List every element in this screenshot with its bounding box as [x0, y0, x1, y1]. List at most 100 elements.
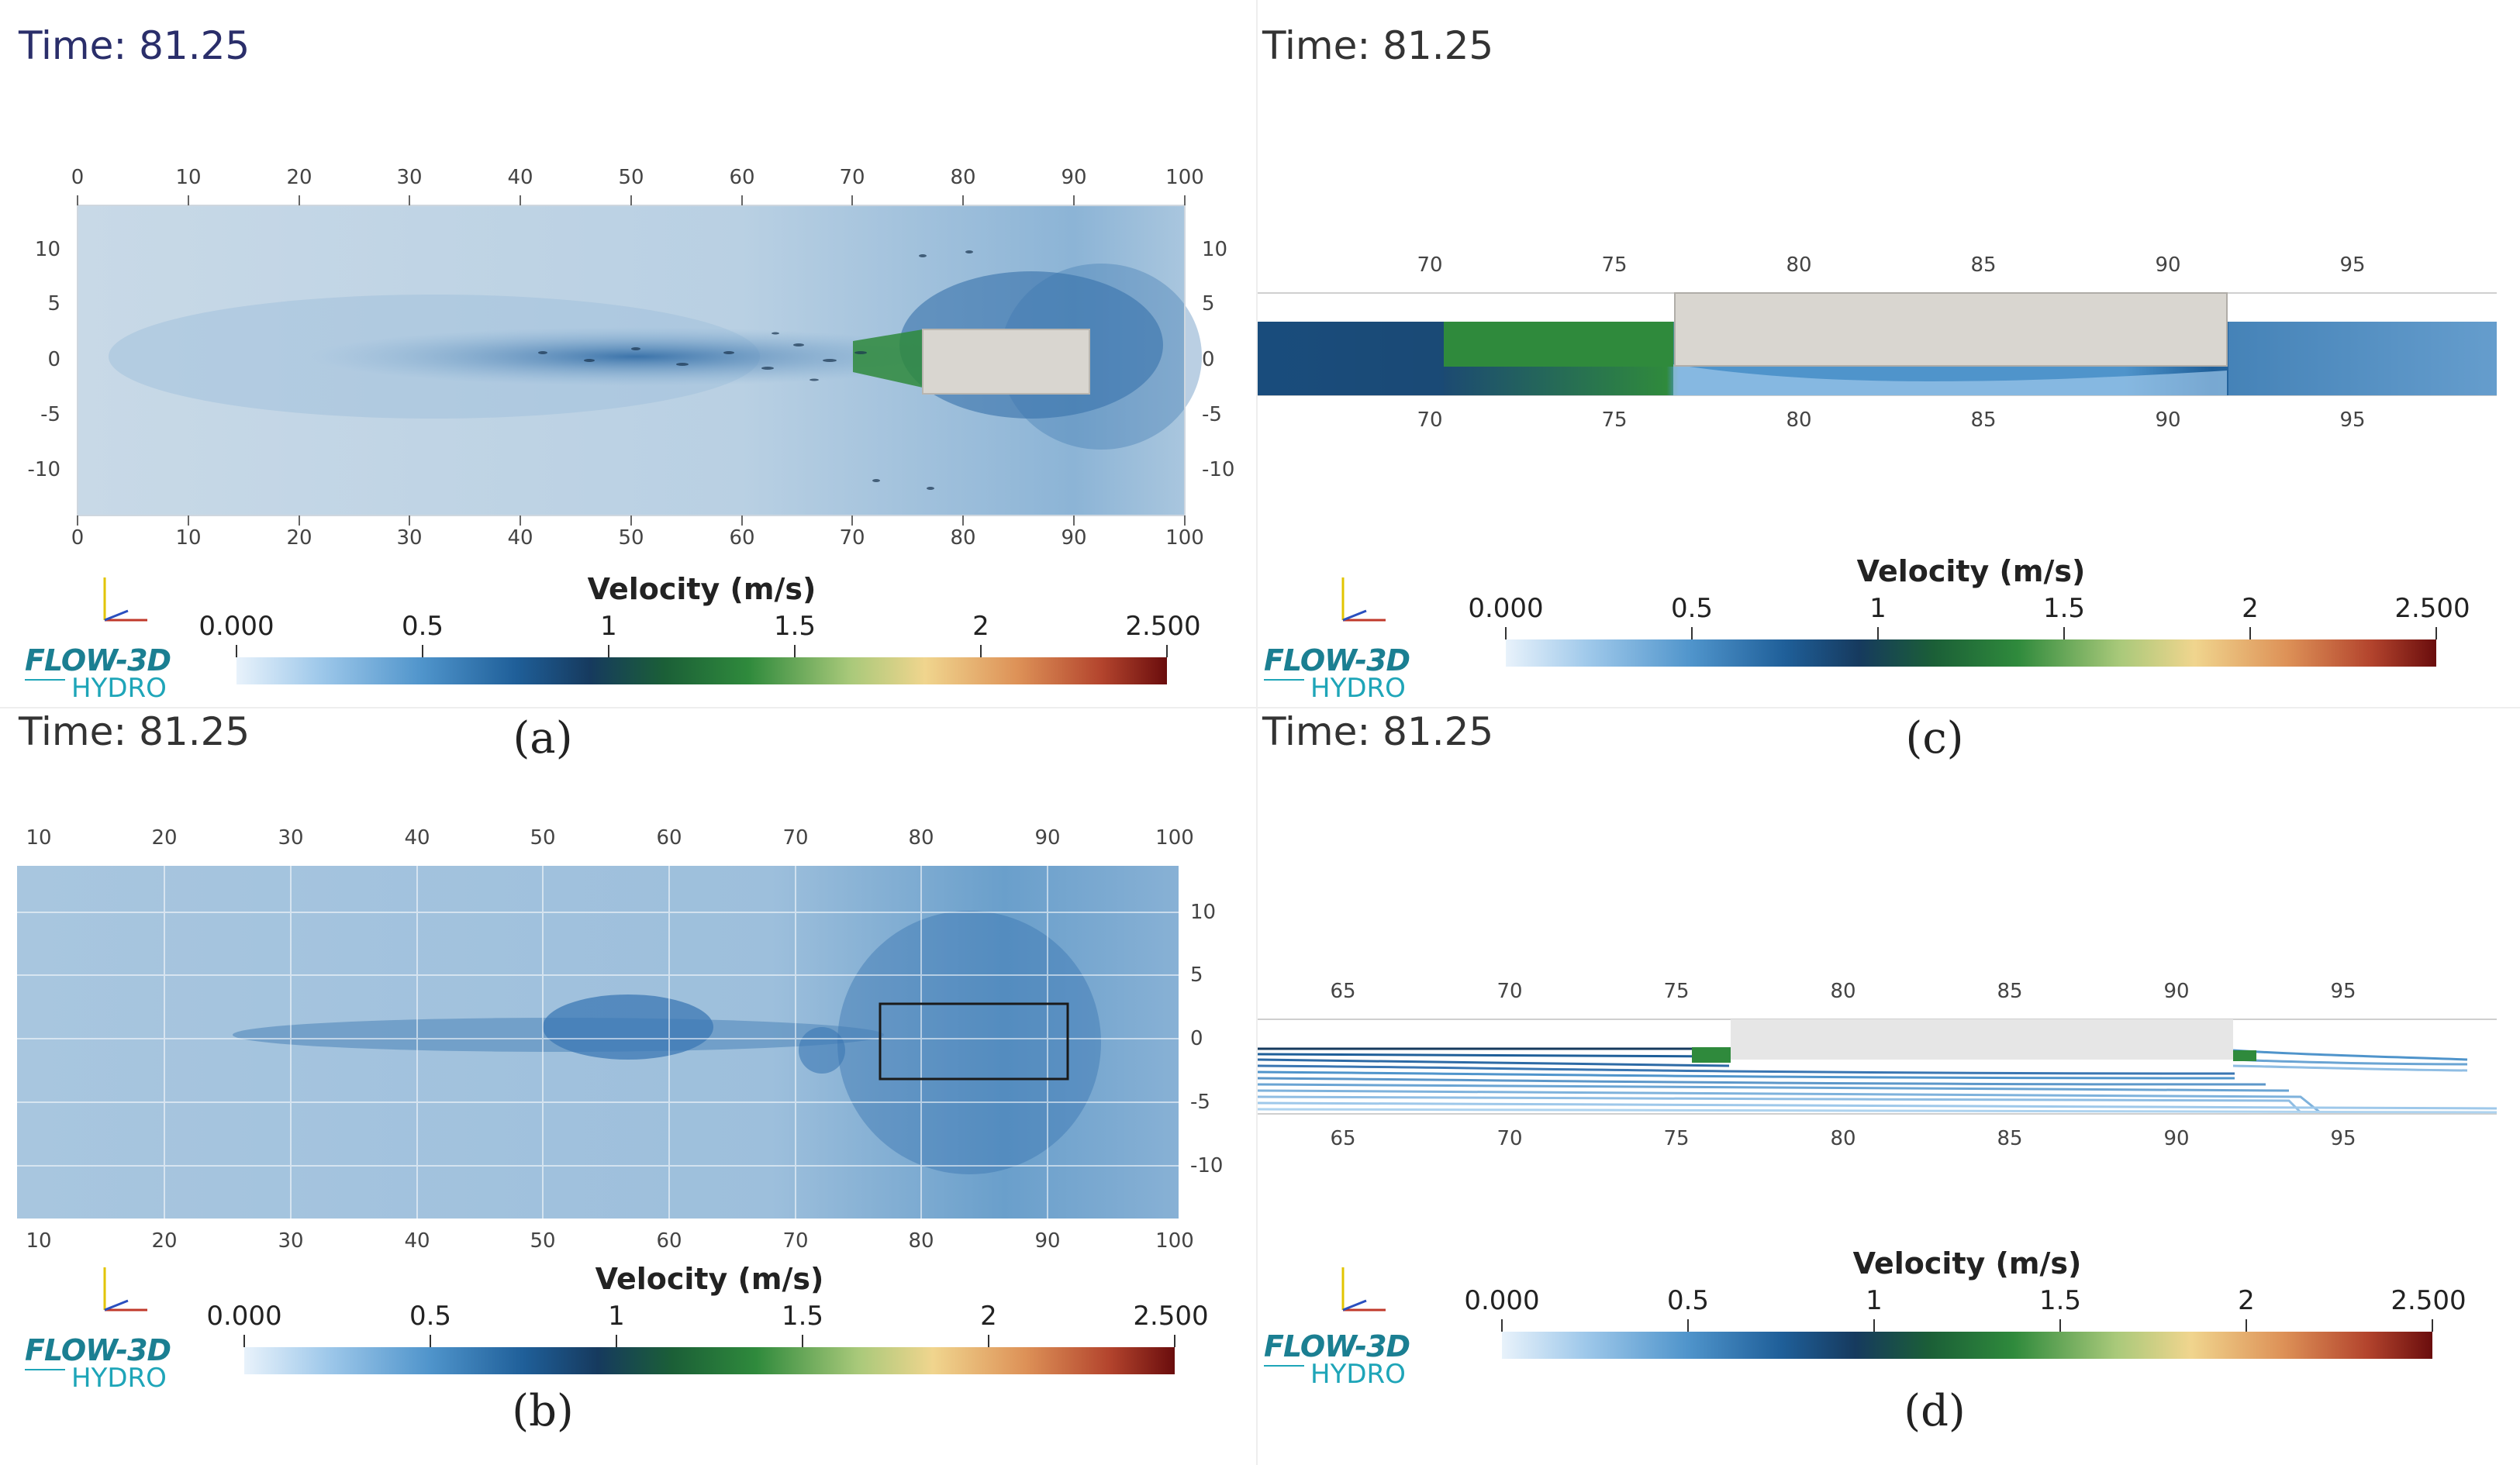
- x-tick-bottom: 90: [2155, 408, 2180, 432]
- colorbar-tick: 1: [608, 1301, 625, 1332]
- x-tick-bottom: 90: [2163, 1127, 2189, 1150]
- x-tick-bottom: 70: [782, 1229, 808, 1253]
- axes-triad-icon: [103, 577, 147, 622]
- x-tick-top: 70: [839, 166, 865, 189]
- x-tick-top: 80: [1786, 253, 1811, 277]
- colorbar-tick: 2: [2242, 593, 2259, 624]
- x-tick-top: 60: [729, 166, 754, 189]
- x-tick-bottom: 30: [278, 1229, 303, 1253]
- time-label: Time: 81.25: [1262, 709, 1494, 754]
- colorbar-tick: 2.500: [2394, 593, 2470, 624]
- logo-line1: FLOW-3D: [1264, 1329, 1410, 1363]
- x-tick-bottom: 65: [1330, 1127, 1355, 1150]
- colorbar-tick: 0.000: [198, 611, 274, 642]
- colorbar-title: Velocity (m/s): [587, 572, 816, 606]
- colorbar-tick: 2: [972, 611, 989, 642]
- colorbar-tick: 0.000: [206, 1301, 282, 1332]
- x-tick-top: 75: [1601, 253, 1627, 277]
- axes-triad-icon: [1341, 577, 1386, 622]
- x-tick-top: 60: [656, 826, 682, 850]
- colorbar-tick: 2: [2238, 1285, 2255, 1316]
- x-tick-bottom: 70: [1417, 408, 1442, 432]
- x-tick-bottom: 60: [729, 526, 754, 550]
- y-tick-right: 0: [1190, 1027, 1203, 1050]
- x-tick-bottom: 10: [26, 1229, 51, 1253]
- x-tick-bottom: 90: [1061, 526, 1086, 550]
- logo-line2: HYDRO: [1310, 673, 1406, 704]
- x-tick-top: 0: [71, 166, 85, 189]
- colorbar-tick: 1.5: [2042, 593, 2086, 624]
- flow3d-logo: FLOW-3D HYDRO: [1264, 643, 1410, 704]
- y-tick-right: -5: [1202, 403, 1222, 426]
- y-tick-right: 10: [1202, 238, 1227, 261]
- y-tick-left: 0: [47, 348, 60, 371]
- x-tick-bottom: 20: [286, 526, 312, 550]
- x-tick-top: 50: [618, 166, 644, 189]
- x-tick-bottom: 80: [950, 526, 975, 550]
- logo-line2: HYDRO: [71, 1363, 167, 1394]
- x-tick-bottom: 100: [1155, 1229, 1194, 1253]
- panel-caption-a: (a): [513, 713, 573, 764]
- panel-c: Time: 81.25 70 75 80 85 90 95: [1258, 0, 2520, 707]
- logo-line1: FLOW-3D: [1264, 643, 1410, 677]
- x-tick-top: 30: [396, 166, 422, 189]
- x-tick-top: 20: [151, 826, 177, 850]
- colorbar-tick: 2.500: [2391, 1285, 2466, 1316]
- colorbar: [1502, 1332, 2432, 1359]
- x-tick-top: 70: [782, 826, 808, 850]
- y-tick-left: -5: [40, 403, 60, 426]
- y-tick-right: 10: [1190, 901, 1216, 924]
- panel-b: Time: 81.25 10 20 30 40 50 60 70: [0, 709, 1256, 1465]
- x-tick-bottom: 40: [404, 1229, 430, 1253]
- colorbar: [244, 1347, 1175, 1374]
- axes-triad-icon: [1341, 1267, 1386, 1312]
- colorbar-title: Velocity (m/s): [595, 1262, 824, 1296]
- colorbar-tick: 2.500: [1125, 611, 1201, 642]
- x-tick-bottom: 75: [1601, 408, 1627, 432]
- x-tick-top: 95: [2339, 253, 2365, 277]
- y-tick-right: 5: [1202, 292, 1215, 315]
- horizontal-divider: [0, 707, 2520, 708]
- x-tick-bottom: 50: [530, 1229, 555, 1253]
- colorbar-tick: 0.000: [1464, 1285, 1540, 1316]
- colorbar-title: Velocity (m/s): [1852, 1246, 2082, 1281]
- colorbar-tick: 1.5: [781, 1301, 824, 1332]
- x-tick-bottom: 70: [1496, 1127, 1522, 1150]
- x-tick-top: 95: [2330, 980, 2356, 1003]
- flow3d-logo: FLOW-3D HYDRO: [1264, 1329, 1410, 1390]
- logo-line2: HYDRO: [1310, 1359, 1406, 1390]
- time-label: Time: 81.25: [1262, 23, 1494, 68]
- x-tick-bottom: 0: [71, 526, 85, 550]
- x-tick-top: 70: [1496, 980, 1522, 1003]
- x-tick-bottom: 60: [656, 1229, 682, 1253]
- panel-d: Time: 81.25 65 70 75 80 85: [1258, 709, 2520, 1465]
- x-tick-top: 90: [1061, 166, 1086, 189]
- axes-triad-icon: [103, 1267, 147, 1312]
- x-tick-bottom: 75: [1663, 1127, 1689, 1150]
- x-tick-bottom: 80: [1830, 1127, 1855, 1150]
- x-tick-bottom: 10: [175, 526, 201, 550]
- x-tick-bottom: 95: [2339, 408, 2365, 432]
- y-tick-left: -10: [28, 458, 60, 481]
- x-tick-bottom: 70: [839, 526, 865, 550]
- colorbar-tick: 1: [1866, 1285, 1883, 1316]
- time-label: Time: 81.25: [19, 23, 250, 68]
- x-tick-top: 50: [530, 826, 555, 850]
- colorbar-tick: 1: [600, 611, 617, 642]
- colorbar-tick: 2.500: [1133, 1301, 1209, 1332]
- colorbar-tick: 1: [1869, 593, 1887, 624]
- x-tick-top: 90: [1034, 826, 1060, 850]
- panel-caption: (b): [512, 1386, 574, 1436]
- x-tick-bottom: 20: [151, 1229, 177, 1253]
- x-tick-bottom: 100: [1165, 526, 1204, 550]
- x-tick-top: 85: [1970, 253, 1996, 277]
- panel-caption: (d): [1904, 1386, 1966, 1436]
- plot-c: 70 75 80 85 90 95 70 75 80 85 90 95: [1258, 253, 2497, 667]
- colorbar-tick: 0.5: [1670, 593, 1714, 624]
- colorbar-tick: 2: [980, 1301, 997, 1332]
- x-tick-top: 80: [908, 826, 934, 850]
- obstacle-outline: [879, 1002, 1069, 1081]
- y-tick-left: 5: [47, 292, 60, 315]
- x-tick-top: 30: [278, 826, 303, 850]
- logo-line2: HYDRO: [71, 673, 167, 704]
